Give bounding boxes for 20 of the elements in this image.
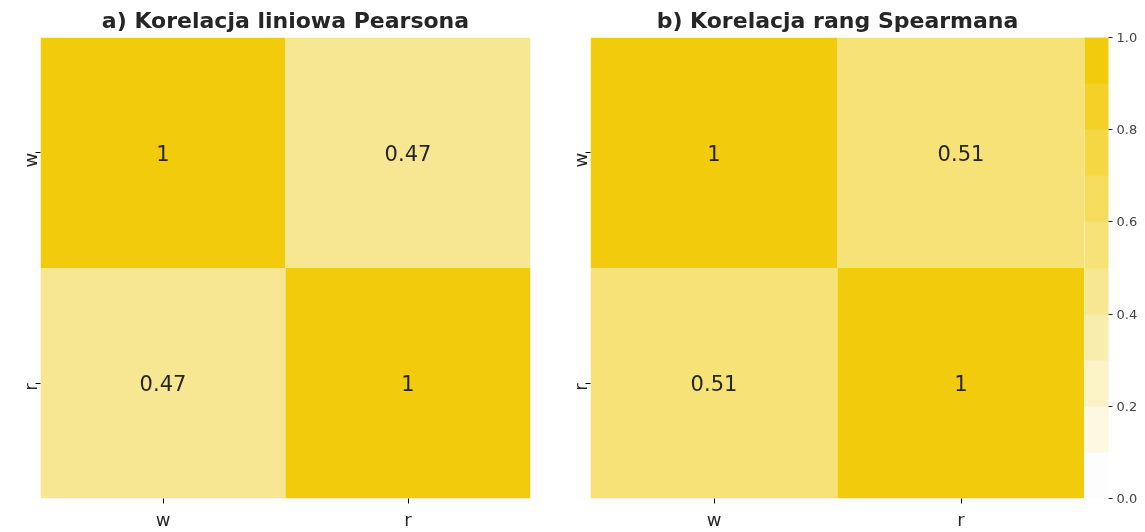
data-label: 0.51	[690, 372, 738, 397]
x-tick-label: r	[957, 508, 966, 530]
data-label: 0.51	[937, 141, 985, 166]
data-label: 0.47	[384, 141, 432, 166]
color-bar-label: 0.4	[1116, 306, 1138, 322]
color-bar-label: 0.6	[1116, 214, 1138, 230]
x-tick-label: r	[404, 508, 413, 530]
x-tick-label: w	[155, 508, 171, 530]
data-label: 0.47	[139, 372, 187, 397]
data-label: 1	[156, 141, 170, 166]
color-bar-label: 0.0	[1116, 491, 1138, 506]
chart-title: b) Korelacja rang Spearmana	[656, 7, 1019, 33]
data-label: 1	[954, 372, 968, 397]
data-label: 1	[401, 372, 415, 397]
color-bar-label: 0.2	[1116, 398, 1138, 414]
data-label: 1	[707, 141, 721, 166]
color-bar-label: 0.8	[1116, 122, 1138, 138]
x-tick-label: w	[706, 508, 722, 530]
color-bar-label: 1.0	[1116, 30, 1138, 45]
chart-title: a) Korelacja liniowa Pearsona	[101, 7, 470, 33]
